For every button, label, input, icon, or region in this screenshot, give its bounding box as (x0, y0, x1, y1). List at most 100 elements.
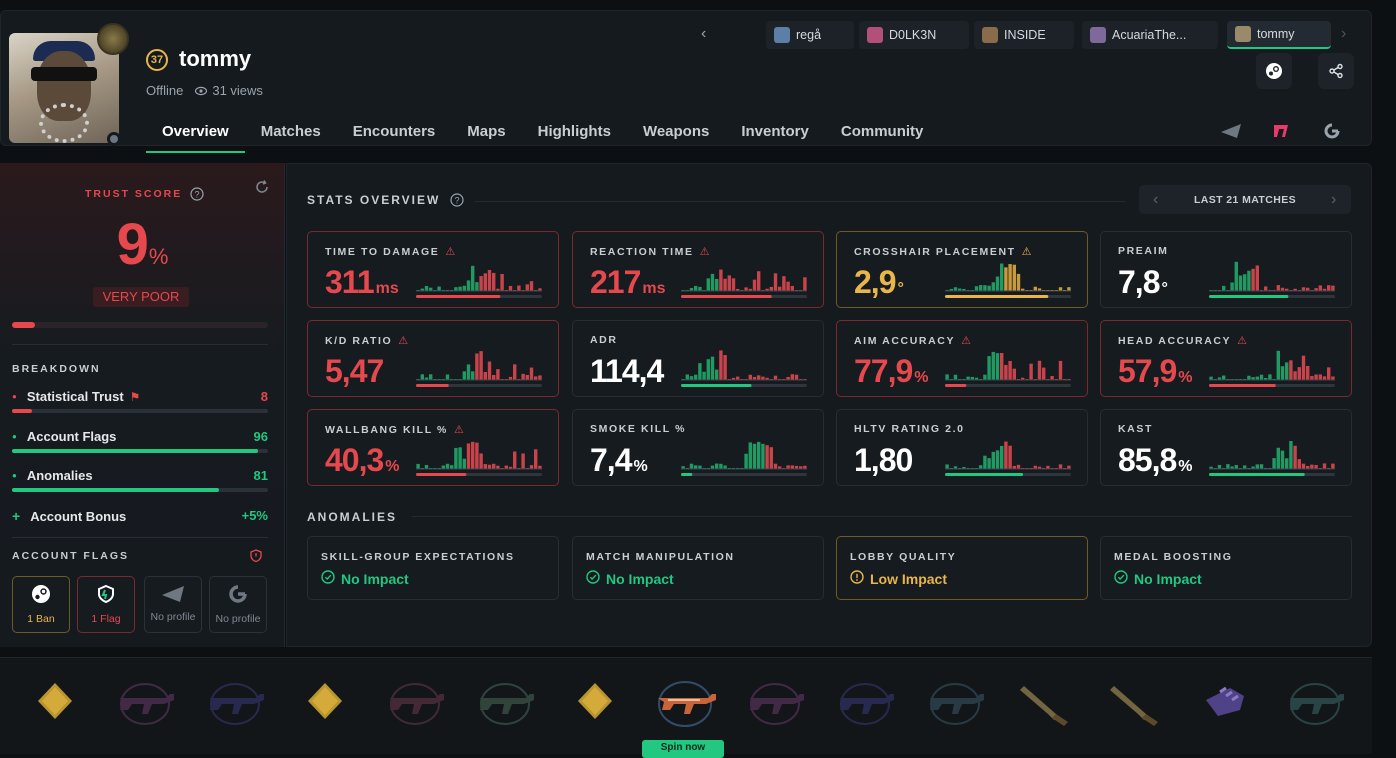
recent-profile-tab[interactable]: INSIDE (974, 21, 1074, 49)
histogram-bar (719, 350, 723, 380)
tab-community[interactable]: Community (840, 123, 924, 140)
stat-card-hltv-rating-2-0[interactable]: HLTV RATING 2.0 1,80 (836, 409, 1088, 486)
histogram-bar (1314, 464, 1318, 469)
next-profiles-button[interactable]: › (1341, 25, 1347, 42)
stat-card-wallbang-kill[interactable]: WALLBANG KILL % ⚠ 40,3% (307, 409, 559, 486)
stat-value: 57,9 (1118, 353, 1177, 389)
range-prev-icon[interactable]: ‹ (1153, 191, 1159, 208)
histogram-bar (1293, 371, 1297, 380)
recent-profile-tab[interactable]: D0LK3N (859, 21, 969, 49)
tab-maps[interactable]: Maps (467, 123, 506, 140)
histogram-bar (1222, 375, 1226, 380)
stat-card-smoke-kill[interactable]: SMOKE KILL % 7,4% (572, 409, 824, 486)
steam-profile-button[interactable] (1256, 53, 1292, 89)
tab-overview[interactable]: Overview (146, 121, 245, 153)
stat-card-head-accuracy[interactable]: HEAD ACCURACY ⚠ 57,9% (1100, 320, 1352, 397)
weapon-skin-icon[interactable] (380, 670, 450, 732)
account-flag-esea[interactable]: No profile (144, 576, 202, 633)
share-button[interactable] (1318, 53, 1354, 89)
anomaly-value: Low Impact (870, 570, 948, 587)
knife-icon[interactable] (1100, 670, 1170, 732)
stat-value-wrap: 85,8% (1118, 442, 1193, 479)
recent-profile-tab[interactable]: regå (766, 21, 854, 49)
histogram-bar (496, 288, 500, 291)
weapon-skin-icon[interactable] (200, 670, 270, 732)
gloves-icon[interactable] (1190, 670, 1260, 732)
anomaly-skill-group-expectations[interactable]: SKILL-GROUP EXPECTATIONS No Impact (307, 536, 559, 600)
histogram-bar (698, 465, 702, 469)
weapon-skin-icon[interactable] (110, 670, 180, 732)
anomaly-value-wrap: Low Impact (850, 570, 947, 587)
tab-highlights[interactable]: Highlights (537, 123, 611, 140)
help-icon[interactable]: ? (190, 187, 204, 201)
tab-encounters[interactable]: Encounters (352, 123, 436, 140)
weapon-skin-icon[interactable] (1280, 670, 1350, 732)
spin-now-button[interactable]: Spin now (642, 740, 724, 758)
stat-card-aim-accuracy[interactable]: AIM ACCURACY ⚠ 77,9% (836, 320, 1088, 397)
stat-value: 7,4 (590, 442, 632, 478)
warning-icon: ⚠ (453, 424, 466, 436)
account-flag-steam[interactable]: 1 Ban (12, 576, 70, 633)
anomaly-match-manipulation[interactable]: MATCH MANIPULATION No Impact (572, 536, 824, 600)
stat-value-wrap: 1,80 (854, 442, 913, 479)
anomaly-lobby-quality[interactable]: LOBBY QUALITY Low Impact (836, 536, 1088, 600)
prev-profiles-button[interactable]: ‹ (701, 25, 707, 42)
coin-icon[interactable] (560, 670, 630, 732)
histogram-bar (962, 288, 966, 291)
anomaly-medal-boosting[interactable]: MEDAL BOOSTING No Impact (1100, 536, 1352, 600)
stat-label: K/D RATIO (325, 334, 393, 347)
weapon-skin-icon[interactable] (470, 670, 540, 732)
weapon-skin-icon[interactable] (650, 670, 720, 732)
stat-card-k-d-ratio[interactable]: K/D RATIO ⚠ 5,47 (307, 320, 559, 397)
distribution-chart (416, 441, 542, 476)
renown-link-icon[interactable] (1323, 122, 1341, 140)
stat-card-reaction-time[interactable]: REACTION TIME ⚠ 217 ms (572, 231, 824, 308)
histogram-bar (1016, 464, 1021, 469)
histogram-bar (790, 285, 794, 291)
stat-card-kast[interactable]: KAST 85,8% (1100, 409, 1352, 486)
histogram-bar (1058, 360, 1063, 380)
refresh-icon[interactable] (255, 180, 269, 194)
faceit-link-icon[interactable] (1272, 123, 1290, 139)
stat-card-time-to-damage[interactable]: TIME TO DAMAGE ⚠ 311 ms (307, 231, 559, 308)
histogram-bar (970, 376, 974, 380)
histogram-bar (694, 285, 698, 291)
esea-link-icon[interactable] (1221, 124, 1241, 138)
recent-profile-tab[interactable]: tommy (1227, 21, 1331, 49)
help-icon[interactable]: ? (450, 193, 464, 207)
histogram-bar (1222, 285, 1226, 291)
histogram-bar (1058, 464, 1063, 469)
recent-profile-tab[interactable]: AcuariaThe... (1082, 21, 1218, 49)
account-flag-renown[interactable]: No profile (209, 576, 267, 633)
stat-unit: % (914, 369, 929, 386)
tab-inventory[interactable]: Inventory (741, 123, 809, 140)
knife-icon[interactable] (1010, 670, 1080, 732)
distribution-chart (945, 441, 1071, 476)
histogram-bar (420, 374, 424, 380)
stat-unit: % (1178, 369, 1193, 386)
coin-icon[interactable] (290, 670, 360, 732)
weapon-skin-icon[interactable] (740, 670, 810, 732)
histogram-bar (689, 463, 694, 469)
histogram-bar (420, 288, 424, 291)
coin-icon[interactable] (20, 670, 90, 732)
account-flag-faceit-shield[interactable]: 1 Flag (77, 576, 135, 633)
stat-card-preaim[interactable]: PREAIM 7,8 ° (1100, 231, 1352, 308)
histogram-bar (757, 375, 761, 380)
histogram-bar (974, 286, 979, 291)
match-range-selector[interactable]: ‹ LAST 21 MATCHES › (1139, 185, 1351, 214)
weapon-skin-icon[interactable] (920, 670, 990, 732)
breakdown-bar (12, 409, 268, 413)
histogram-bar (748, 442, 752, 469)
histogram-bar (731, 377, 736, 380)
tab-weapons[interactable]: Weapons (642, 123, 710, 140)
weapon-skin-icon[interactable] (830, 670, 900, 732)
stat-value: 311 (325, 264, 375, 300)
stat-card-crosshair-placement[interactable]: CROSSHAIR PLACEMENT ⚠ 2,9 ° (836, 231, 1088, 308)
histogram-bar (445, 374, 450, 380)
stat-card-adr[interactable]: ADR 114,4 (572, 320, 824, 397)
tab-matches[interactable]: Matches (260, 123, 321, 140)
histogram-bar (719, 269, 723, 291)
range-next-icon[interactable]: › (1331, 191, 1337, 208)
histogram-bar (1037, 288, 1042, 291)
